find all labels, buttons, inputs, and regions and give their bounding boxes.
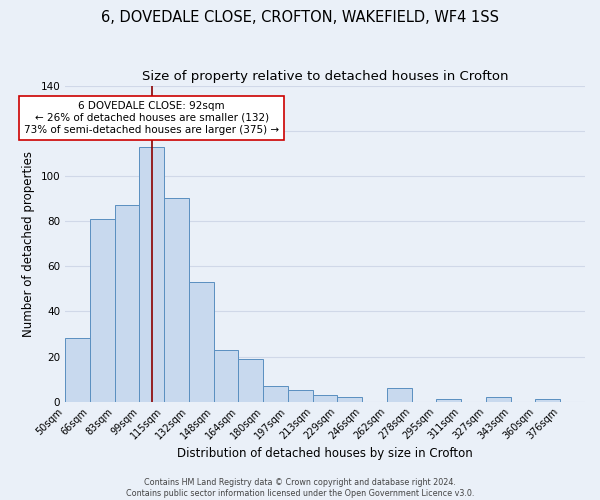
Bar	[436, 400, 461, 402]
Bar	[164, 198, 189, 402]
Bar	[189, 282, 214, 402]
Bar	[90, 219, 115, 402]
Bar	[115, 205, 139, 402]
Bar	[337, 397, 362, 402]
Bar	[65, 338, 90, 402]
Bar	[387, 388, 412, 402]
Bar	[288, 390, 313, 402]
Bar	[313, 395, 337, 402]
Bar	[263, 386, 288, 402]
Bar	[238, 359, 263, 402]
Bar	[214, 350, 238, 402]
X-axis label: Distribution of detached houses by size in Crofton: Distribution of detached houses by size …	[177, 447, 473, 460]
Y-axis label: Number of detached properties: Number of detached properties	[22, 150, 35, 336]
Text: 6, DOVEDALE CLOSE, CROFTON, WAKEFIELD, WF4 1SS: 6, DOVEDALE CLOSE, CROFTON, WAKEFIELD, W…	[101, 10, 499, 25]
Text: Contains HM Land Registry data © Crown copyright and database right 2024.
Contai: Contains HM Land Registry data © Crown c…	[126, 478, 474, 498]
Bar	[486, 397, 511, 402]
Bar	[139, 146, 164, 402]
Text: 6 DOVEDALE CLOSE: 92sqm
← 26% of detached houses are smaller (132)
73% of semi-d: 6 DOVEDALE CLOSE: 92sqm ← 26% of detache…	[24, 102, 279, 134]
Bar	[535, 400, 560, 402]
Title: Size of property relative to detached houses in Crofton: Size of property relative to detached ho…	[142, 70, 508, 83]
